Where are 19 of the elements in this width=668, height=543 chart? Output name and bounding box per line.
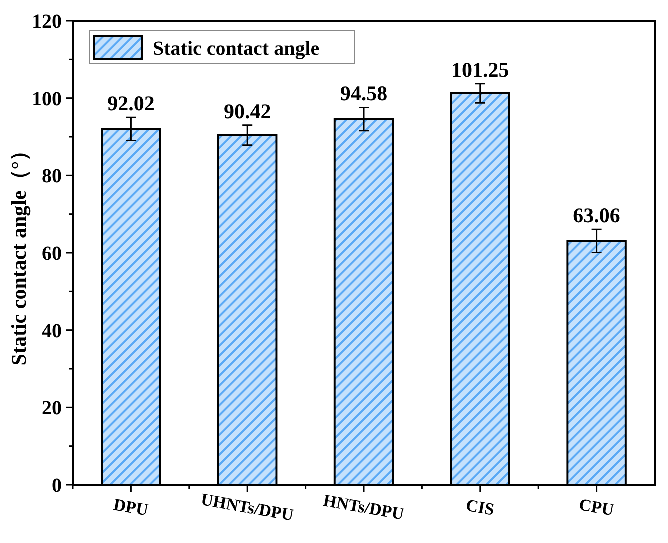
- x-tick-label: DPU: [112, 495, 150, 520]
- data-label: 63.06: [573, 204, 620, 228]
- x-tick-label: UHNTs/DPU: [200, 490, 296, 525]
- y-tick-label: 80: [42, 166, 62, 188]
- data-label: 92.02: [108, 92, 155, 116]
- y-tick-label: 40: [42, 320, 62, 342]
- x-tick-label: CIS: [464, 496, 496, 520]
- data-label: 101.25: [452, 58, 510, 82]
- legend-label: Static contact angle: [153, 38, 320, 60]
- y-tick-label: 120: [32, 11, 62, 33]
- data-label: 90.42: [224, 99, 272, 124]
- x-tick-label: CPU: [578, 495, 616, 520]
- y-tick-label: 60: [42, 243, 62, 265]
- y-tick-label: 100: [32, 88, 62, 110]
- data-label: 94.58: [340, 82, 388, 106]
- x-tick-label: HNTs/DPU: [322, 491, 406, 524]
- y-axis-title: Static contact angle（°）: [7, 140, 31, 366]
- y-tick-label: 0: [52, 475, 62, 497]
- y-tick-label: 20: [42, 398, 62, 420]
